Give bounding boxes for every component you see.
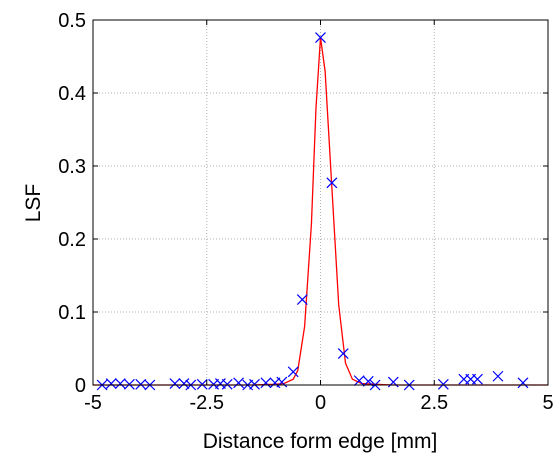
x-marker: [326, 177, 338, 189]
y-tick-label: 0.3: [58, 156, 86, 178]
x-tick-label: 5: [542, 392, 553, 414]
x-marker: [492, 370, 504, 382]
y-axis-title: LSF: [22, 184, 45, 223]
x-marker: [178, 378, 190, 389]
x-marker: [221, 378, 233, 390]
y-tick-label: 0.5: [58, 10, 86, 32]
x-marker: [196, 378, 208, 390]
x-marker: [233, 377, 245, 389]
axis-ticks: [92, 19, 549, 386]
x-tick-label: 2.5: [420, 392, 448, 414]
x-marker: [517, 377, 529, 389]
y-tick-label: 0.2: [58, 229, 86, 251]
x-marker: [287, 366, 299, 378]
y-tick-label: 0.1: [58, 302, 86, 324]
x-marker: [114, 378, 126, 389]
x-marker: [337, 348, 349, 360]
y-tick-labels: 0 0.1 0.2 0.3 0.4 0.5: [58, 10, 86, 397]
x-marker: [105, 378, 117, 389]
x-marker: [437, 378, 449, 390]
x-tick-label: -2.5: [190, 392, 224, 414]
grid-lines: [93, 20, 548, 385]
x-marker: [249, 378, 260, 390]
x-tick-labels: -5 -2.5 0 2.5 5: [84, 392, 553, 414]
x-tick-label: -5: [84, 392, 102, 414]
x-marker: [260, 377, 272, 389]
x-tick-label: 0: [315, 392, 326, 414]
y-tick-label: 0.4: [58, 83, 86, 105]
x-marker: [472, 373, 483, 385]
x-marker: [123, 378, 135, 390]
x-axis-title: Distance form edge [mm]: [203, 430, 438, 453]
x-marker: [353, 375, 365, 387]
y-tick-label: 0: [75, 375, 86, 397]
x-marker: [315, 32, 326, 43]
x-marker: [169, 378, 181, 389]
x-marker: [135, 378, 147, 390]
x-marker: [296, 294, 308, 306]
